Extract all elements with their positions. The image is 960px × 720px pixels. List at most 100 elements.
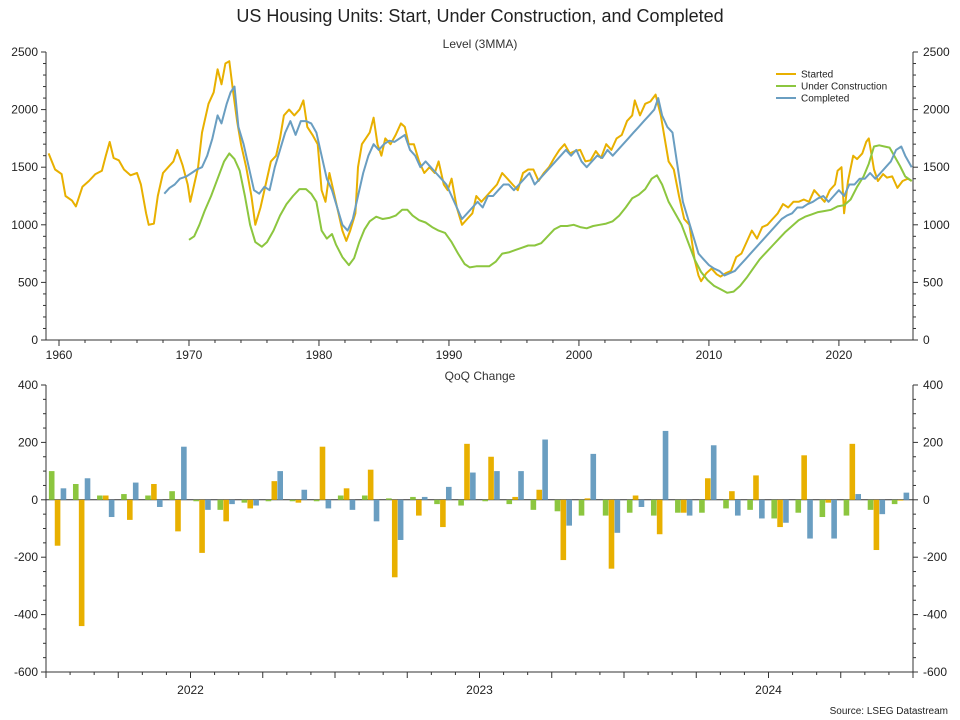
qoq-y-tick-label-left: 200: [18, 435, 38, 449]
qoq-bar-completed: [710, 445, 717, 500]
level-x-tick-label: 2000: [566, 348, 593, 362]
qoq-bar-under-construction: [386, 498, 392, 500]
qoq-bar-completed: [108, 499, 115, 518]
qoq-bar-under-construction: [482, 499, 488, 502]
series-line-completed: [163, 85, 913, 277]
qoq-bar-completed: [518, 471, 524, 500]
qoq-bar-completed: [494, 471, 500, 500]
qoq-bar-started: [271, 481, 278, 500]
qoq-bar-completed: [156, 499, 163, 507]
level-chart: Level (3MMA) 0 0 500 500 1000 1000 1500 1500 200…: [11, 37, 950, 362]
qoq-bar-under-construction: [72, 484, 79, 500]
qoq-bar-under-construction: [48, 471, 55, 500]
qoq-bar-under-construction: [723, 499, 729, 509]
series-line-under-construction: [188, 144, 913, 294]
qoq-y-tick-label-right: -200: [923, 550, 947, 564]
qoq-y-tick-label-left: -400: [14, 608, 38, 622]
qoq-bar-started: [680, 499, 687, 513]
qoq-bar-under-construction: [265, 499, 272, 502]
source-note: Source: LSEG Datastream: [830, 706, 948, 717]
qoq-bar-completed: [590, 453, 597, 500]
qoq-axes: -600 -600 -400 -400 -200 -200 0 0 200 200 400 400 20…: [14, 378, 947, 697]
qoq-bar-started: [416, 499, 422, 516]
legend-label: Started: [801, 70, 833, 81]
level-axes: 0 0 500 500 1000 1000 1500 1500 2000 2000 2500 2500…: [11, 45, 950, 362]
level-y-tick-label-left: 2000: [11, 103, 38, 117]
qoq-bar-completed: [638, 499, 645, 507]
qoq-bar-started: [512, 496, 518, 500]
qoq-bar-completed: [421, 496, 428, 500]
qoq-bar-completed: [470, 472, 476, 500]
legend-label: Under Construction: [801, 82, 887, 93]
qoq-y-tick-label-right: 200: [923, 435, 943, 449]
qoq-bar-under-construction: [361, 495, 368, 500]
qoq-y-tick-label-right: 0: [923, 493, 930, 507]
level-y-tick-label-right: 2500: [923, 45, 950, 59]
qoq-bar-started: [78, 499, 85, 627]
level-x-tick-label: 1960: [46, 348, 73, 362]
qoq-bar-started: [127, 499, 133, 520]
qoq-bar-completed: [807, 499, 813, 539]
qoq-bar-under-construction: [650, 499, 657, 516]
qoq-bar-under-construction: [506, 499, 513, 505]
qoq-bar-started: [753, 475, 759, 500]
qoq-bar-completed: [60, 488, 67, 500]
qoq-bar-completed: [205, 499, 211, 510]
qoq-bar-completed: [831, 499, 837, 539]
qoq-bar-started: [849, 443, 856, 500]
level-x-tick-label: 1970: [176, 348, 203, 362]
qoq-bar-under-construction: [530, 499, 537, 510]
legend-label: Completed: [801, 94, 849, 105]
qoq-bar-under-construction: [867, 499, 874, 510]
qoq-bar-under-construction: [578, 499, 585, 516]
qoq-bar-completed: [181, 446, 187, 500]
qoq-bar-completed: [349, 499, 356, 510]
level-y-tick-label-left: 1500: [11, 160, 38, 174]
qoq-y-tick-label-right: -600: [923, 665, 947, 679]
qoq-bar-started: [151, 484, 157, 500]
qoq-bar-started: [488, 456, 494, 500]
level-y-tick-label-left: 0: [31, 333, 38, 347]
qoq-bar-completed: [783, 499, 789, 523]
qoq-y-tick-label-left: 400: [18, 378, 38, 392]
qoq-bar-under-construction: [337, 495, 344, 500]
level-y-tick-label-left: 2500: [11, 45, 38, 59]
qoq-bar-under-construction: [747, 499, 753, 510]
qoq-bar-started: [656, 499, 663, 535]
qoq-bar-started: [367, 469, 374, 500]
qoq-bar-under-construction: [410, 496, 416, 500]
qoq-bar-under-construction: [289, 499, 296, 502]
qoq-bar-under-construction: [241, 499, 248, 503]
qoq-bar-started: [729, 491, 735, 500]
qoq-bar-completed: [662, 430, 669, 500]
qoq-y-tick-label-left: -200: [14, 550, 38, 564]
qoq-x-tick-label: 2023: [466, 683, 493, 697]
qoq-bar-under-construction: [121, 494, 127, 500]
qoq-bar-under-construction: [699, 499, 705, 513]
qoq-bar-completed: [397, 499, 404, 540]
qoq-y-tick-label-right: 400: [923, 378, 943, 392]
qoq-bar-started: [536, 489, 543, 500]
qoq-bar-started: [343, 488, 350, 500]
qoq-bar-under-construction: [771, 499, 777, 519]
qoq-bar-under-construction: [626, 499, 633, 513]
qoq-bar-completed: [132, 482, 139, 500]
qoq-bar-started: [102, 495, 109, 500]
qoq-bar-completed: [84, 478, 91, 500]
qoq-bar-completed: [879, 499, 886, 515]
qoq-bar-started: [199, 499, 205, 553]
qoq-bar-under-construction: [891, 499, 898, 505]
level-series-lines: [47, 60, 913, 294]
qoq-bar-started: [223, 499, 229, 522]
level-x-tick-label: 2010: [696, 348, 723, 362]
qoq-bar-started: [175, 499, 181, 532]
qoq-bar-completed: [445, 486, 452, 500]
qoq-bars: [48, 430, 910, 627]
qoq-bar-under-construction: [97, 495, 103, 500]
level-y-tick-label-right: 0: [923, 333, 930, 347]
level-y-tick-label-left: 1000: [11, 218, 38, 232]
qoq-x-tick-label: 2024: [755, 683, 782, 697]
qoq-bar-started: [54, 499, 61, 546]
qoq-bar-completed: [566, 499, 572, 526]
